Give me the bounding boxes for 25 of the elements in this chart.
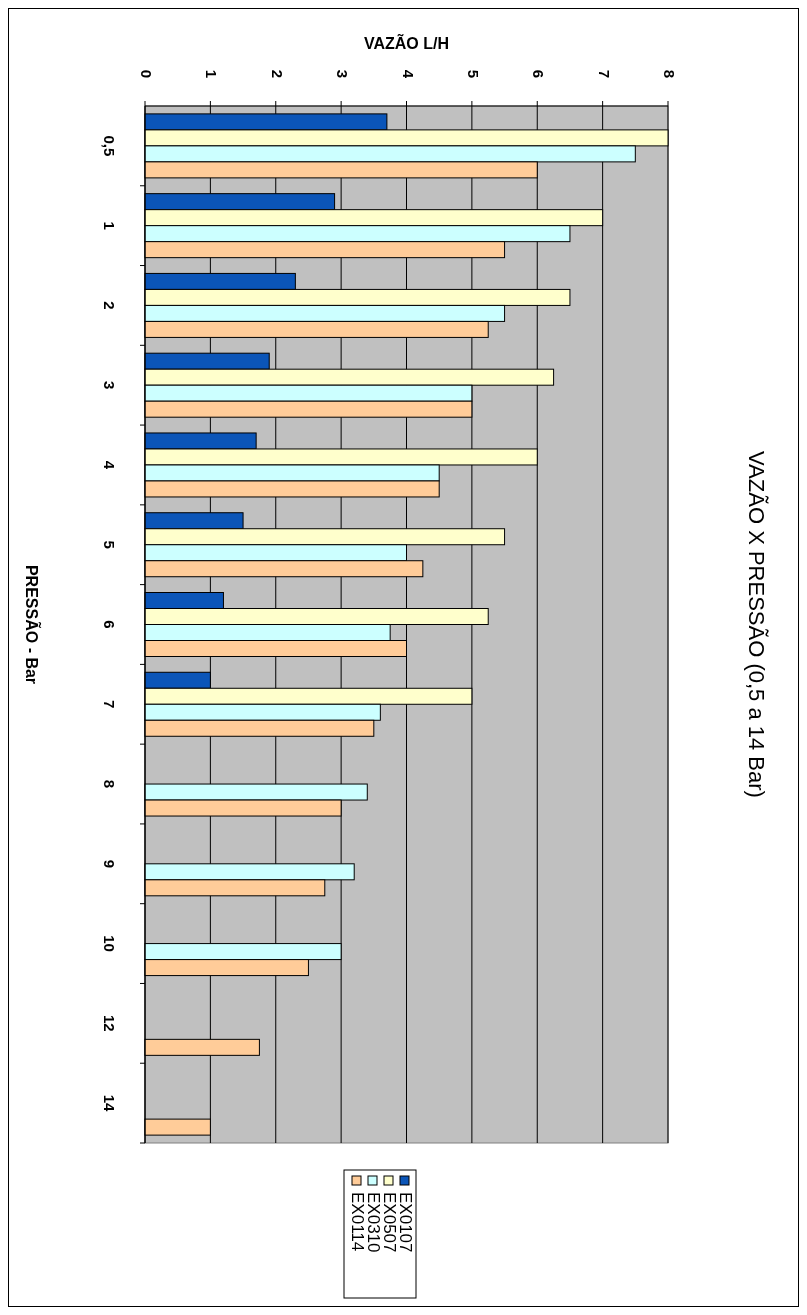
y-tick-label: 3 [101,381,119,390]
y-tick-label: 2 [101,301,119,310]
x-tick-label: 0 [138,69,156,79]
x-tick-label: 3 [334,69,352,79]
x-tick-label: 2 [268,69,286,79]
y-tick-label: 7 [101,700,119,709]
y-tick-label: 0,5 [101,135,119,157]
y-tick-label: 12 [101,1015,119,1032]
y-tick-label: 8 [101,779,119,789]
x-tick-label: 7 [595,69,613,79]
y-tick-label: 9 [101,859,119,868]
x-tick-label: 5 [464,69,482,79]
x-tick-label: 6 [530,69,548,79]
x-tick-label: 1 [203,69,221,79]
y-tick-label: 14 [101,1094,119,1113]
x-tick-label: 4 [399,69,417,79]
y-tick-label: 5 [101,540,119,549]
y-tick-label: 6 [101,620,119,629]
y-tick-label: 10 [101,935,119,952]
y-axis-title: PRESSÃO - Bar [22,564,42,685]
text: VAZÃO X PRESSÃO (0,5 a 14 Bar) [744,451,770,798]
x-tick-label: 8 [661,69,679,79]
x-axis-title: VAZÃO L/H [363,33,450,53]
y-tick-label: 1 [101,221,119,230]
y-tick-label: 4 [101,460,119,470]
